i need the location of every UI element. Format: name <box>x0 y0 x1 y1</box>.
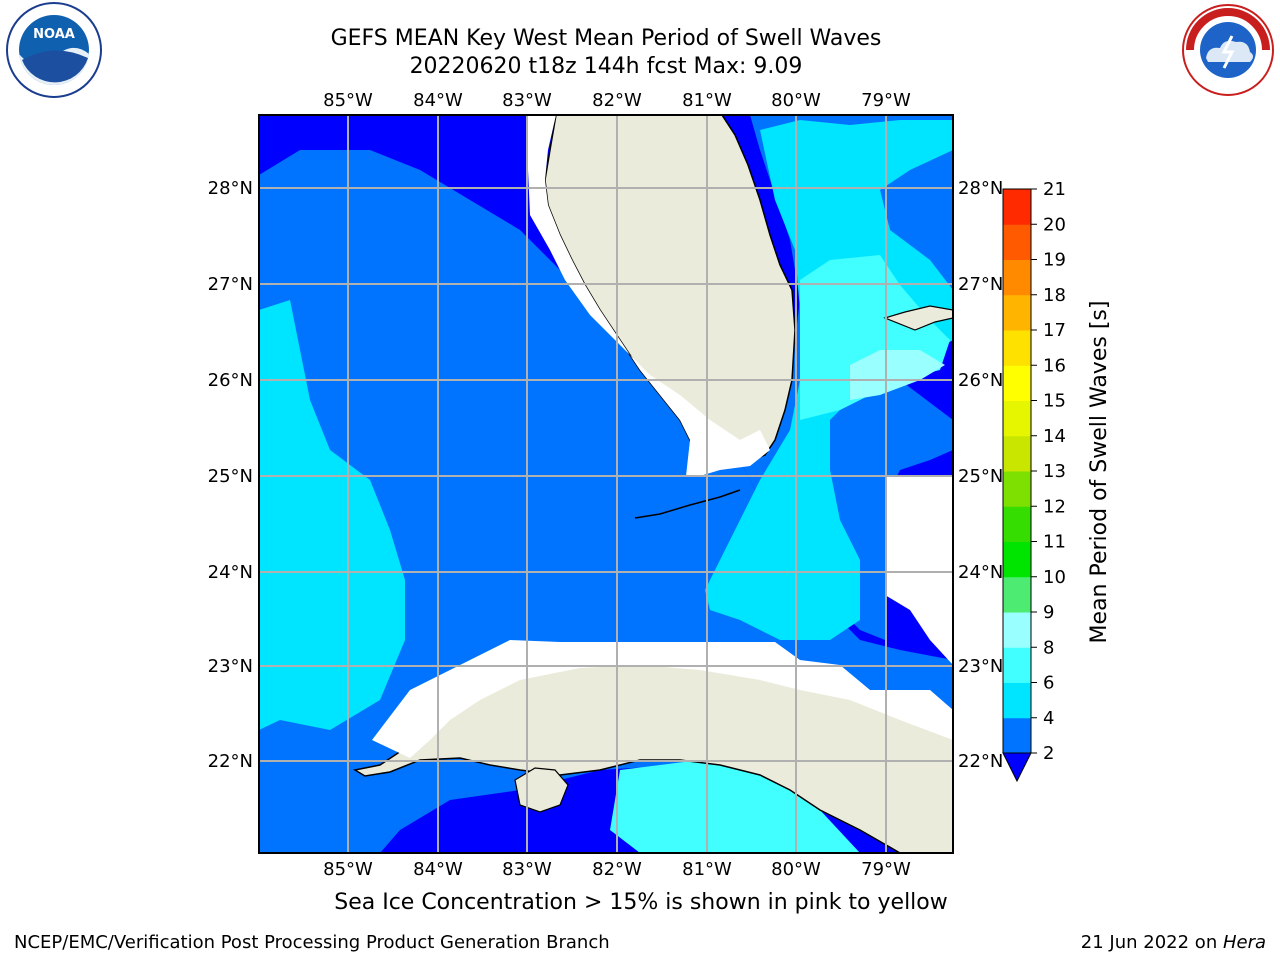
lon-label: 82°W <box>592 859 642 880</box>
footer-timestamp: 21 Jun 2022 on Hera <box>1081 932 1266 953</box>
colorbar-segment <box>1003 400 1031 437</box>
field-band-8-9 <box>800 255 950 420</box>
lon-label: 83°W <box>502 90 552 111</box>
nodata-west-florida <box>528 115 770 476</box>
colorbar-tick-label: 13 <box>1043 461 1066 482</box>
map-frame <box>258 114 954 854</box>
colorbar-segment <box>1003 647 1031 683</box>
field-band-8-9-south <box>610 760 860 853</box>
lon-label: 85°W <box>323 90 373 111</box>
map-caption: Sea Ice Concentration > 15% is shown in … <box>334 890 948 915</box>
colorbar-tick-label: 4 <box>1043 708 1054 729</box>
colorbar-tick-label: 21 <box>1043 179 1066 200</box>
lon-label: 84°W <box>413 859 463 880</box>
colorbar-label: Mean Period of Swell Waves [s] <box>1087 301 1112 644</box>
chart-title: GEFS MEAN Key West Mean Period of Swell … <box>330 26 882 51</box>
colorbar-tick-label: 9 <box>1043 602 1054 623</box>
lat-label: 27°N <box>208 274 253 295</box>
colorbar-segment <box>1003 717 1031 754</box>
colorbar-segment <box>1003 471 1031 507</box>
colorbar-tick-label: 6 <box>1043 673 1054 694</box>
nodata-east <box>885 475 953 665</box>
lat-label: 25°N <box>958 466 1003 487</box>
colorbar-segment <box>1003 541 1031 578</box>
lon-label: 81°W <box>682 90 732 111</box>
florida-keys <box>634 489 741 519</box>
lat-label: 27°N <box>958 274 1003 295</box>
map-gridlines <box>259 115 953 853</box>
colorbar-segment <box>1003 612 1031 648</box>
field-band-6-8-west <box>259 300 405 730</box>
footer-date: 21 Jun 2022 on <box>1080 932 1223 953</box>
colorbar-segment <box>1003 435 1031 472</box>
lat-label: 24°N <box>208 562 253 583</box>
colorbar-segment <box>1003 506 1031 542</box>
lat-label: 24°N <box>958 562 1003 583</box>
colorbar-tick-label: 11 <box>1043 532 1066 553</box>
colorbar-segment <box>1003 576 1031 613</box>
colorbar-tick-label: 12 <box>1043 496 1066 517</box>
colorbar-tick-label: 8 <box>1043 637 1054 658</box>
lat-label: 25°N <box>208 466 253 487</box>
lon-label: 82°W <box>592 90 642 111</box>
lat-label: 22°N <box>958 751 1003 772</box>
colorbar: 2 4 6 8 9 10 11 12 13 14 15 16 17 18 19 20 21 <box>1002 179 1066 783</box>
nodata-cuba <box>372 640 953 758</box>
colorbar-segment <box>1003 682 1031 719</box>
colorbar-tick-label: 10 <box>1043 567 1066 588</box>
lat-label: 26°N <box>208 370 253 391</box>
lat-label: 28°N <box>958 178 1003 199</box>
colorbar-segment <box>1003 294 1031 331</box>
lon-label: 79°W <box>861 90 911 111</box>
noaa-logo-text: NOAA <box>33 27 75 42</box>
colorbar-tick-label: 2 <box>1043 743 1054 764</box>
lon-label: 81°W <box>682 859 732 880</box>
footer-credit: NCEP/EMC/Verification Post Processing Pr… <box>14 932 610 953</box>
lat-label: 23°N <box>208 656 253 677</box>
colorbar-segment <box>1003 259 1031 296</box>
colorbar-segment <box>1003 189 1031 225</box>
nws-logo-icon <box>1182 4 1274 96</box>
colorbar-segment <box>1003 224 1031 260</box>
lon-label: 80°W <box>771 90 821 111</box>
field-band-9-10 <box>850 350 945 400</box>
colorbar-extend-triangle <box>1002 752 1032 783</box>
colorbar-tick-label: 20 <box>1043 214 1066 235</box>
colorbar-tick-label: 14 <box>1043 426 1066 447</box>
lat-label: 23°N <box>958 656 1003 677</box>
colorbar-tick-label: 18 <box>1043 285 1066 306</box>
lat-label: 26°N <box>958 370 1003 391</box>
lat-label: 22°N <box>208 751 253 772</box>
lon-labels-top: 85°W 84°W 83°W 82°W 81°W 80°W 79°W <box>323 90 911 111</box>
bahamas-land <box>883 305 953 331</box>
colorbar-tick-label: 15 <box>1043 391 1066 412</box>
lat-labels-right: 28°N 27°N 26°N 25°N 24°N 23°N 22°N <box>958 178 1003 772</box>
colorbar-segment <box>1003 365 1031 401</box>
lon-labels-bottom: 85°W 84°W 83°W 82°W 81°W 80°W 79°W <box>323 859 911 880</box>
colorbar-segment <box>1003 330 1031 366</box>
chart-subtitle: 20220620 t18z 144h fcst Max: 9.09 <box>409 54 803 79</box>
lat-label: 28°N <box>208 178 253 199</box>
lon-label: 84°W <box>413 90 463 111</box>
colorbar-tick-label: 17 <box>1043 320 1066 341</box>
colorbar-tick-label: 16 <box>1043 355 1066 376</box>
lat-labels-left: 28°N 27°N 26°N 25°N 24°N 23°N 22°N <box>208 178 253 772</box>
noaa-logo-icon: NOAA <box>6 2 102 98</box>
lon-label: 85°W <box>323 859 373 880</box>
isle-of-youth-land <box>514 767 569 813</box>
colorbar-tick-label: 19 <box>1043 250 1066 271</box>
footer-host: Hera <box>1222 932 1266 953</box>
field-band-4-6-upper <box>290 190 410 275</box>
lon-label: 83°W <box>502 859 552 880</box>
lon-label: 80°W <box>771 859 821 880</box>
lon-label: 79°W <box>861 859 911 880</box>
